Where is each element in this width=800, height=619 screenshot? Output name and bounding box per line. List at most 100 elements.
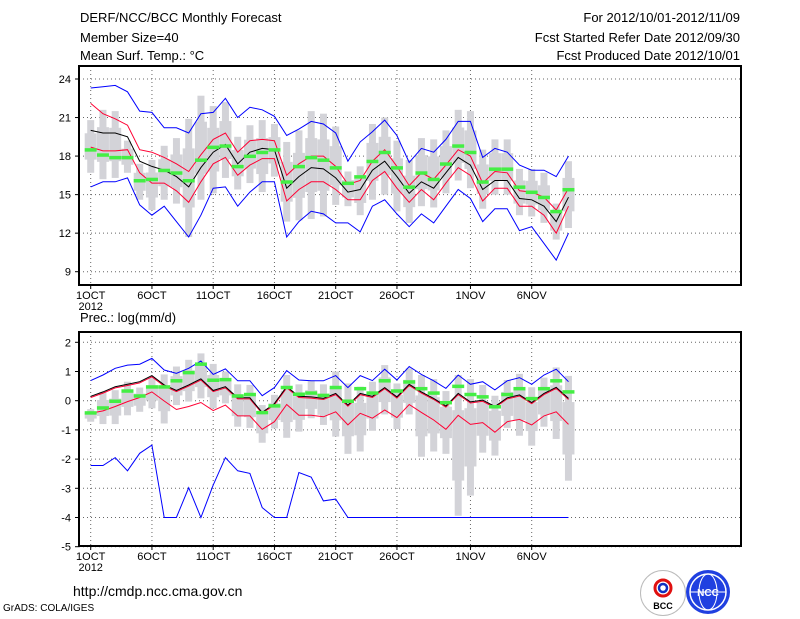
- prec-median-marker: [452, 384, 465, 389]
- temp-iqr-box: [145, 172, 158, 198]
- prec-median-marker: [488, 405, 501, 409]
- prec-ytick-label: -2: [61, 454, 71, 466]
- prec-series-min: [90, 444, 569, 519]
- temp-iqr-box: [317, 139, 330, 191]
- temp-median-marker: [354, 175, 367, 179]
- prec-iqr-box: [525, 401, 538, 432]
- temp-median-marker: [256, 150, 269, 155]
- temp-xtick-label: 26OCT: [379, 290, 415, 302]
- temp-median-marker: [317, 158, 330, 162]
- temp-median-marker: [170, 171, 183, 175]
- prec-xtick-label: 6OCT: [137, 551, 167, 563]
- temp-iqr-box: [305, 138, 318, 193]
- temp-iqr-box: [256, 138, 269, 175]
- chart-title: DERF/NCC/BCC Monthly Forecast: [80, 10, 282, 25]
- prec-median-marker: [243, 392, 256, 397]
- prec-median-marker: [292, 392, 305, 396]
- prec-median-marker: [84, 411, 97, 415]
- prec-year-label: 2012: [78, 562, 102, 574]
- prec-iqr-box: [452, 410, 465, 481]
- prec-median-marker: [390, 389, 403, 393]
- prec-median-marker: [317, 393, 330, 398]
- temp-median-marker: [305, 155, 318, 160]
- temp-iqr-box: [464, 130, 477, 169]
- prec-median-marker: [121, 389, 134, 393]
- temp-series-ensemble-mean: [90, 129, 569, 223]
- prec-median-marker: [231, 394, 244, 398]
- prec-ytick-label: 0: [65, 396, 71, 408]
- prec-median-marker: [109, 399, 122, 403]
- prec-xtick-label: 11OCT: [196, 551, 231, 563]
- bcc-logo: BCC: [640, 570, 686, 616]
- temp-median-marker: [182, 178, 195, 183]
- temp-median-marker: [537, 195, 550, 200]
- temp-ytick-label: 21: [59, 113, 71, 125]
- prec-median-marker: [219, 377, 232, 382]
- prec-median-marker: [562, 390, 575, 394]
- temp-median-marker: [207, 145, 220, 150]
- prec-median-marker: [427, 391, 440, 395]
- prec-median-marker: [366, 391, 379, 395]
- grads-credit: GrADS: COLA/IGES: [3, 603, 95, 614]
- prec-median-marker: [280, 385, 293, 390]
- temp-iqr-box: [329, 146, 342, 186]
- temp-xtick-label: 21OCT: [318, 290, 354, 302]
- prec-xtick-label: 26OCT: [379, 551, 415, 563]
- forecast-period: For 2012/10/01-2012/11/09: [583, 10, 740, 25]
- prec-median-marker: [464, 392, 477, 397]
- prec-ytick-label: 1: [65, 367, 71, 379]
- temp-median-marker: [403, 185, 416, 189]
- prec-iqr-box: [366, 393, 379, 419]
- prec-ytick-label: -4: [61, 513, 71, 525]
- svg-text:NCC: NCC: [697, 588, 719, 599]
- temp-median-marker: [96, 153, 109, 157]
- temp-year-label: 2012: [78, 301, 102, 313]
- temp-median-marker: [84, 148, 97, 152]
- prec-median-marker: [439, 400, 452, 405]
- prec-iqr-box: [378, 377, 391, 403]
- temp-xtick-label: 6OCT: [137, 290, 167, 302]
- temp-median-marker: [133, 178, 146, 183]
- temp-xtick-label: 1OCT: [76, 290, 106, 302]
- prec-series-max: [90, 357, 569, 397]
- prec-median-marker: [378, 379, 391, 383]
- temp-median-marker: [109, 155, 122, 160]
- prec-iqr-box: [231, 394, 244, 417]
- prec-median-marker: [170, 379, 183, 383]
- temp-xtick-label: 11OCT: [196, 290, 231, 302]
- prec-median-marker: [133, 394, 146, 398]
- prec-median-marker: [96, 406, 109, 410]
- prec-median-marker: [341, 399, 354, 403]
- temp-ytick-label: 12: [59, 228, 71, 240]
- prec-xtick-label: 1OCT: [76, 551, 106, 563]
- temp-series-mean-sd: [90, 146, 569, 235]
- source-url[interactable]: http://cmdp.ncc.cma.gov.cn: [73, 583, 243, 599]
- temp-series-max: [90, 84, 569, 178]
- temp-median-marker: [452, 144, 465, 148]
- produced-date: Fcst Produced Date 2012/10/01: [556, 48, 740, 63]
- temp-iqr-box: [501, 153, 514, 181]
- temp-iqr-box: [488, 153, 501, 181]
- prec-series-mean-sd: [90, 391, 569, 433]
- temp-median-marker: [550, 209, 563, 214]
- temp-iqr-box: [207, 127, 220, 172]
- prec-iqr-box: [427, 397, 440, 434]
- temp-median-marker: [329, 166, 342, 170]
- member-size: Member Size=40: [80, 30, 179, 45]
- prec-xtick-label: 6NOV: [517, 551, 548, 563]
- temp-median-marker: [158, 168, 171, 173]
- prec-median-marker: [268, 404, 281, 408]
- prec-median-marker: [354, 386, 367, 391]
- temp-median-marker: [390, 166, 403, 170]
- prec-iqr-box: [464, 408, 477, 467]
- prec-median-marker: [550, 379, 563, 383]
- prec-plot-frame: [78, 331, 742, 547]
- prec-iqr-box: [329, 387, 342, 421]
- prec-iqr-box: [354, 402, 367, 436]
- prec-median-marker: [525, 396, 538, 401]
- temp-median-marker: [378, 150, 391, 155]
- temp-median-marker: [415, 171, 428, 175]
- temp-ytick-label: 18: [59, 151, 71, 163]
- start-date: Fcst Started Refer Date 2012/09/30: [534, 30, 740, 45]
- prec-median-marker: [256, 410, 269, 415]
